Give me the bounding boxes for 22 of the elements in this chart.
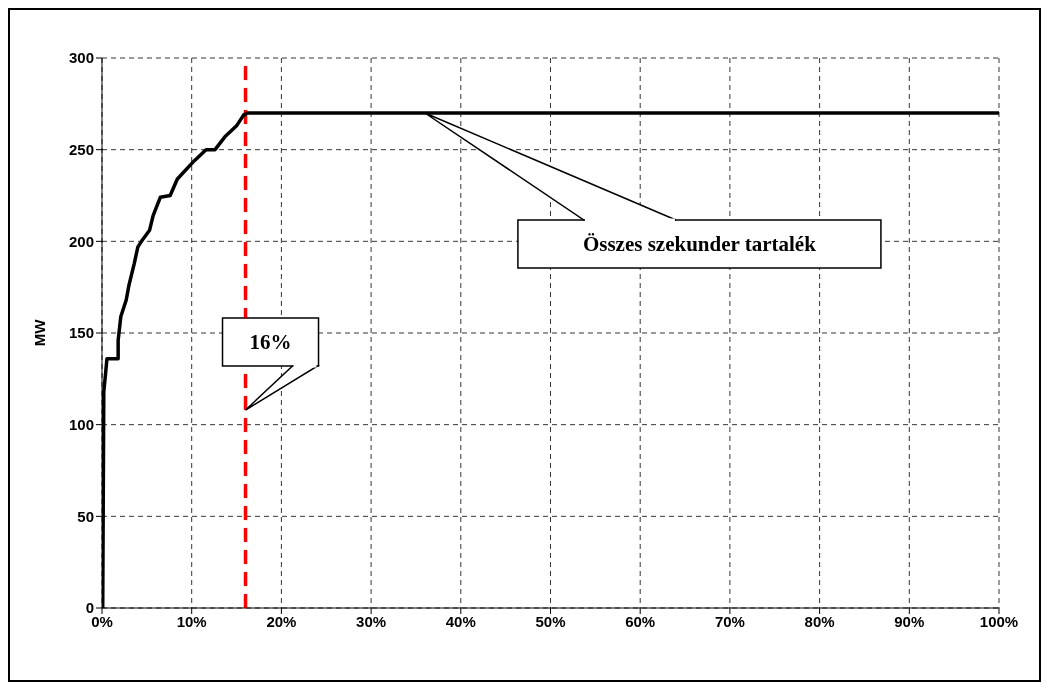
x-tick-label: 20%	[266, 612, 297, 630]
x-tick-label: 40%	[445, 612, 476, 630]
annotation: Összes szekunder tartalék	[582, 232, 817, 256]
y-axis-title: MW	[31, 318, 49, 347]
x-tick-label: 30%	[356, 612, 387, 630]
y-tick-label: 200	[68, 232, 94, 250]
y-tick-label: 150	[68, 324, 94, 342]
y-tick-label: 50	[77, 507, 94, 525]
x-tick-label: 90%	[894, 612, 925, 630]
y-tick-label: 300	[68, 49, 94, 67]
annotation: 16%	[249, 330, 292, 354]
x-tick-label: 0%	[91, 612, 113, 630]
x-tick-label: 50%	[535, 612, 566, 630]
y-tick-label: 0	[85, 599, 94, 617]
x-tick-label: 70%	[714, 612, 745, 630]
x-tick-label: 10%	[176, 612, 207, 630]
x-tick-label: 80%	[804, 612, 835, 630]
callout-box: Összes szekunder tartalék	[424, 112, 882, 269]
x-tick-label: 100%	[979, 612, 1019, 630]
x-tick-label: 60%	[625, 612, 656, 630]
y-tick-label: 250	[68, 140, 94, 158]
y-tick-label: 100	[68, 415, 94, 433]
